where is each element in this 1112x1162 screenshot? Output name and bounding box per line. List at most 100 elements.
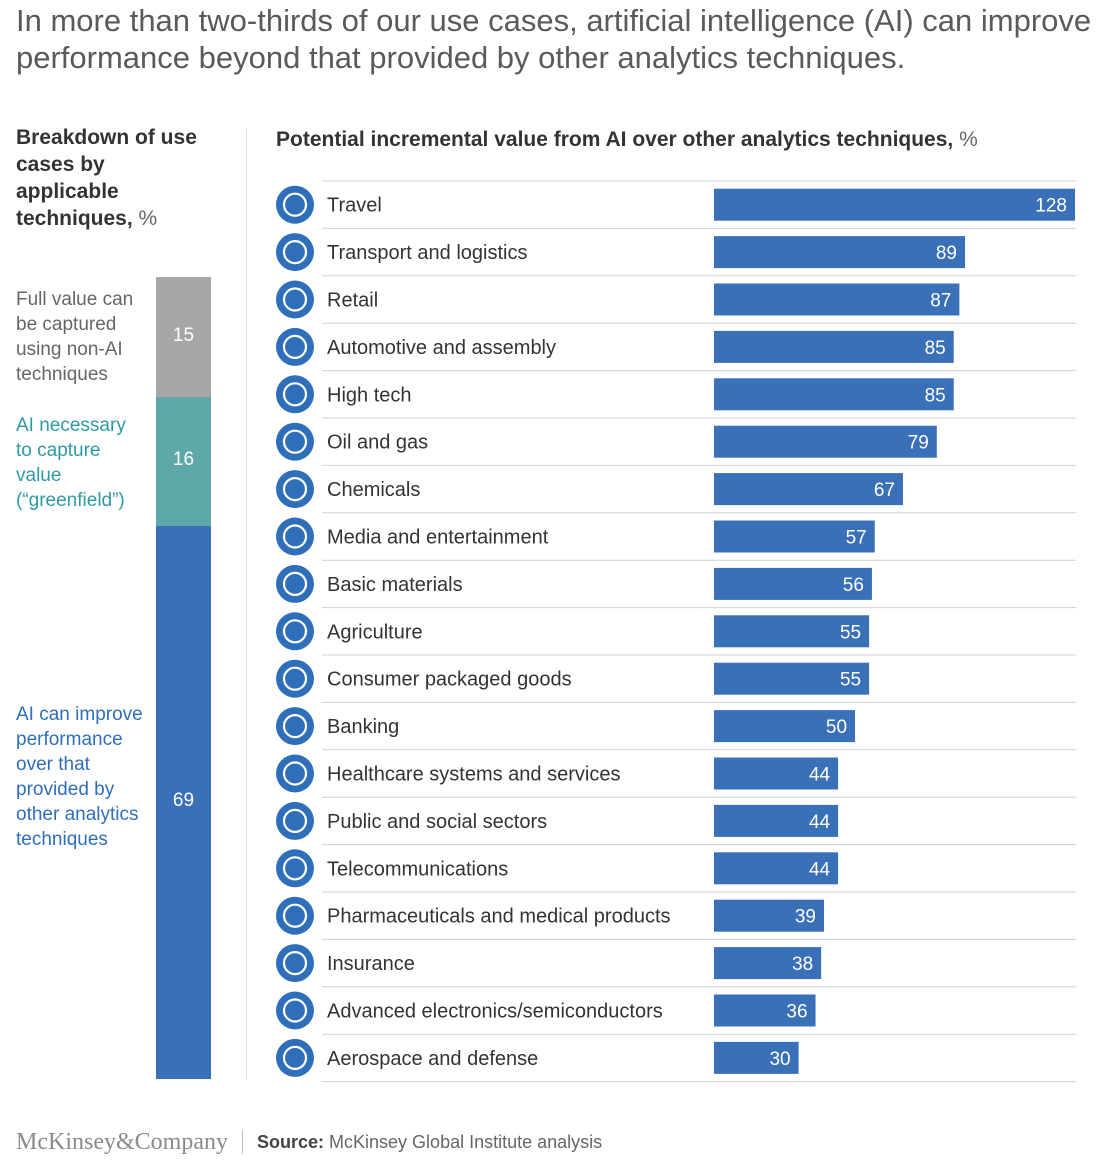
oil-pump-icon xyxy=(276,422,314,461)
icon-circle xyxy=(276,707,314,746)
mckinsey-logo: McKinsey&Company xyxy=(16,1128,228,1155)
category-label-transport-and-logistics: Transport and logistics xyxy=(327,242,527,264)
footer: McKinsey&Company Source: McKinsey Global… xyxy=(16,1126,602,1158)
category-label-automotive-and-assembly: Automotive and assembly xyxy=(327,337,556,359)
value-label-pharmaceuticals-and-medical-products: 39 xyxy=(795,907,816,928)
category-label-pharmaceuticals-and-medical-products: Pharmaceuticals and medical products xyxy=(327,906,671,928)
segment-ai-improves xyxy=(156,525,211,1079)
bar-insurance xyxy=(714,947,822,980)
value-label-automotive-and-assembly: 85 xyxy=(925,338,946,359)
icon-glyph xyxy=(282,950,308,976)
value-label-agriculture: 55 xyxy=(840,622,861,643)
category-label-oil-and-gas: Oil and gas xyxy=(327,432,428,454)
category-label-public-and-social-sectors: Public and social sectors xyxy=(327,811,547,833)
category-label-aerospace-and-defense: Aerospace and defense xyxy=(327,1048,538,1070)
source-label: Source: xyxy=(256,1131,325,1152)
value-label-oil-and-gas: 79 xyxy=(908,433,929,454)
bar-pharmaceuticals-and-medical-products xyxy=(714,899,824,932)
category-label-media-and-entertainment: Media and entertainment xyxy=(327,527,549,549)
plane-globe-icon xyxy=(276,1038,314,1077)
icon-circle xyxy=(276,896,314,935)
bar-public-and-social-sectors xyxy=(714,804,839,837)
segment-greenfield xyxy=(156,397,211,526)
value-label-transport-and-logistics: 89 xyxy=(936,243,957,264)
category-label-advanced-electronics-semiconductors: Advanced electronics/semiconductors xyxy=(327,1001,663,1023)
icon-glyph xyxy=(282,761,308,786)
icon-glyph xyxy=(282,808,308,834)
bar-oil-and-gas xyxy=(714,425,937,458)
icon-glyph xyxy=(282,382,308,407)
bar-telecommunications xyxy=(714,852,839,885)
icon-glyph xyxy=(282,524,308,549)
value-label-insurance: 38 xyxy=(792,954,813,975)
icon-glyph xyxy=(282,1045,308,1071)
icon-circle xyxy=(276,944,314,983)
icon-glyph xyxy=(282,998,308,1023)
icon-circle xyxy=(276,470,314,509)
package-icon xyxy=(276,659,314,698)
breakdown-unit: % xyxy=(138,207,158,230)
cow-icon xyxy=(276,612,314,651)
icon-circle xyxy=(276,564,314,603)
cell-tower-icon xyxy=(276,849,314,888)
chart-title: Potential incremental value from AI over… xyxy=(276,128,978,152)
bar-media-and-entertainment xyxy=(714,520,875,553)
breakdown-stacked-bar: 15 16 69 xyxy=(156,277,211,1079)
icon-glyph xyxy=(282,571,308,597)
source-note: Source: McKinsey Global Institute analys… xyxy=(257,1132,602,1153)
bar-travel xyxy=(714,188,1075,221)
segment-non-ai xyxy=(156,277,211,398)
icon-glyph xyxy=(282,856,308,881)
value-label-retail: 87 xyxy=(930,291,951,312)
icon-glyph xyxy=(282,240,308,265)
segment-ai-improves-label: AI can improve performance over that pro… xyxy=(16,704,143,850)
pills-icon xyxy=(276,896,314,935)
bar-healthcare-systems-and-services xyxy=(714,757,839,790)
category-label-banking: Banking xyxy=(327,716,399,738)
icon-glyph xyxy=(282,192,308,217)
segment-non-ai-value: 15 xyxy=(172,325,195,347)
footer-divider xyxy=(241,1130,243,1154)
column-divider xyxy=(246,128,247,1080)
icon-glyph xyxy=(282,477,308,502)
icon-circle xyxy=(276,233,314,272)
bar-basic-materials xyxy=(714,567,872,600)
bank-icon xyxy=(276,707,314,746)
value-label-banking: 50 xyxy=(826,717,847,738)
icon-glyph xyxy=(282,287,308,312)
chart-unit: % xyxy=(959,128,978,151)
source-text: McKinsey Global Institute analysis xyxy=(329,1131,603,1152)
bar-retail xyxy=(714,283,960,316)
car-chassis-icon xyxy=(276,327,314,366)
icon-circle xyxy=(276,280,314,319)
category-label-telecommunications: Telecommunications xyxy=(327,858,508,880)
doctor-icon xyxy=(276,754,314,793)
value-label-media-and-entertainment: 57 xyxy=(846,528,867,549)
breakdown-title-text: Breakdown of use cases by applicable tec… xyxy=(16,126,197,230)
bar-transport-and-logistics xyxy=(714,236,966,269)
bar-banking xyxy=(714,710,856,743)
bar-high-tech xyxy=(714,378,954,411)
circuit-chip-icon xyxy=(276,991,314,1030)
bar-agriculture xyxy=(714,615,870,648)
category-label-retail: Retail xyxy=(327,290,378,312)
bar-aerospace-and-defense xyxy=(714,1041,799,1074)
category-label-chemicals: Chemicals xyxy=(327,479,420,501)
shopping-cart-icon xyxy=(276,280,314,319)
value-label-telecommunications: 44 xyxy=(809,859,831,880)
icon-circle xyxy=(276,754,314,793)
icon-circle xyxy=(276,517,314,556)
category-label-travel: Travel xyxy=(327,195,382,217)
breakdown-title: Breakdown of use cases by applicable tec… xyxy=(16,124,206,232)
bar-consumer-packaged-goods xyxy=(714,662,870,695)
icon-glyph xyxy=(282,666,308,691)
icon-circle xyxy=(276,375,314,414)
bar-automotive-and-assembly xyxy=(714,330,954,363)
chart-title-text: Potential incremental value from AI over… xyxy=(276,128,954,151)
category-label-basic-materials: Basic materials xyxy=(327,574,463,596)
category-label-agriculture: Agriculture xyxy=(327,621,423,643)
satellite-dish-icon xyxy=(276,375,314,414)
segment-non-ai-label: Full value can be captured using non-AI … xyxy=(16,289,134,385)
document-icon xyxy=(276,944,314,983)
